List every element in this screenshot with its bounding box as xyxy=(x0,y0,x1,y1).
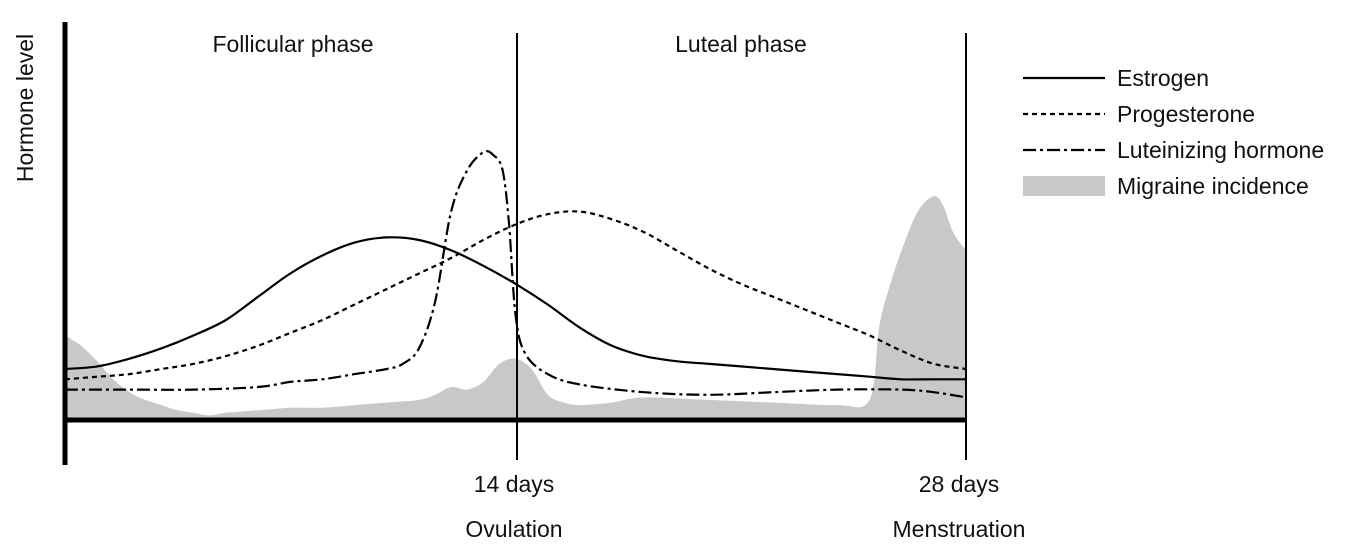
series-line-luteinizing-hormone xyxy=(64,150,967,399)
series-line-estrogen xyxy=(64,236,966,381)
legend-swatch-migraine-incidence xyxy=(1023,176,1105,196)
legend-label-migraine-incidence: Migraine incidence xyxy=(1117,173,1309,199)
menstruation-label: Menstruation xyxy=(893,516,1026,542)
legend-label-luteinizing-hormone: Luteinizing hormone xyxy=(1117,137,1324,163)
legend: Estrogen Progesterone Luteinizing hormon… xyxy=(1023,65,1324,199)
area-layer xyxy=(65,196,966,418)
tick-label-14-days: 14 days xyxy=(474,471,555,497)
series-line-progesterone xyxy=(64,210,967,381)
y-axis-label: Hormone level xyxy=(12,34,38,182)
follicular-phase-label: Follicular phase xyxy=(212,31,373,57)
legend-label-estrogen: Estrogen xyxy=(1117,65,1209,91)
tick-label-28-days: 28 days xyxy=(919,471,1000,497)
legend-label-progesterone: Progesterone xyxy=(1117,101,1255,127)
series-area-migraine-incidence xyxy=(65,196,966,418)
line-layer xyxy=(64,150,967,399)
luteal-phase-label: Luteal phase xyxy=(675,31,807,57)
ovulation-label: Ovulation xyxy=(465,516,562,542)
